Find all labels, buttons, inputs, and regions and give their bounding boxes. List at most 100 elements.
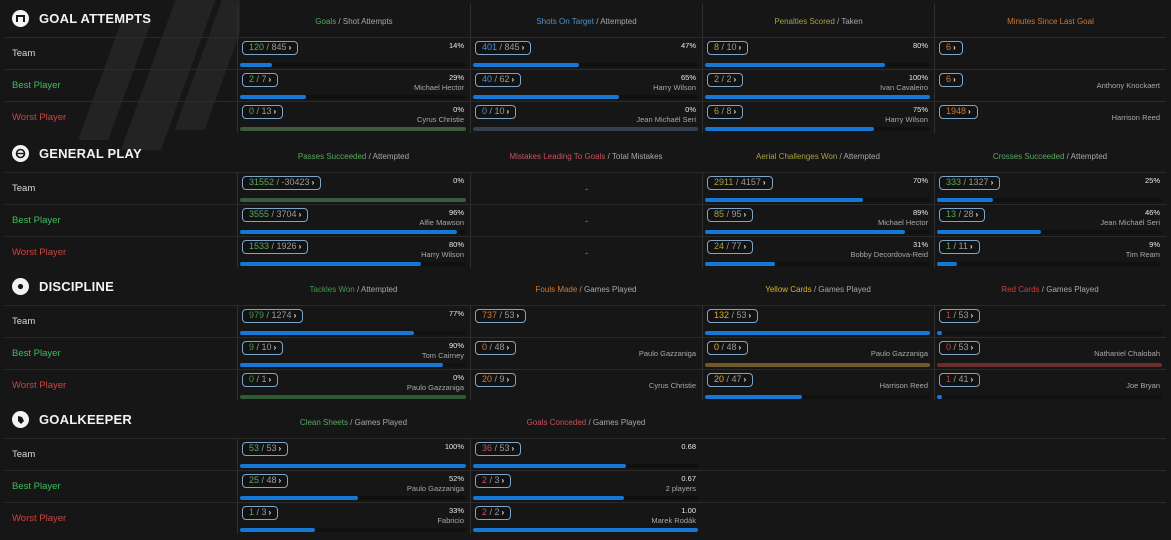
player-name[interactable]: Tim Ream bbox=[1125, 250, 1160, 259]
player-name[interactable]: Paulo Gazzaniga bbox=[406, 383, 464, 392]
table-row-best: Best Player 2 / 7 › 29% Michael Hector 40 / 6… bbox=[5, 69, 1166, 101]
player-name[interactable]: Harry Wilson bbox=[885, 115, 928, 124]
player-name[interactable]: Harrison Reed bbox=[879, 381, 928, 390]
stat-cell: 9 / 10 › 90% Tom Cairney bbox=[237, 338, 470, 369]
stat-value-button[interactable]: 1 / 11 › bbox=[939, 240, 980, 254]
progress-track bbox=[473, 95, 698, 99]
player-name[interactable]: Michael Hector bbox=[413, 83, 464, 92]
progress-fill bbox=[240, 95, 306, 99]
player-name[interactable]: Marek Rodák bbox=[651, 516, 696, 525]
player-name[interactable]: Fabricio bbox=[437, 516, 464, 525]
player-name[interactable]: Bobby Decordova-Reid bbox=[850, 250, 928, 259]
column-header-metric: Minutes Since Last Goal bbox=[1007, 16, 1094, 26]
stat-value-button[interactable]: 1 / 3 › bbox=[242, 506, 279, 520]
column-header: Minutes Since Last Goal bbox=[934, 4, 1166, 38]
stat-value-button[interactable]: 132 / 53 › bbox=[707, 309, 759, 323]
chevron-right-icon: › bbox=[743, 210, 747, 219]
stat-value-button[interactable]: 53 / 53 › bbox=[242, 442, 289, 456]
stat-value-button[interactable]: 0 / 1 › bbox=[242, 373, 279, 387]
stat-value-button[interactable]: 1 / 53 › bbox=[939, 309, 981, 323]
chevron-right-icon: › bbox=[268, 375, 272, 384]
stat-value-button[interactable]: 1948 › bbox=[939, 105, 978, 119]
player-name[interactable]: Paulo Gazzaniga bbox=[406, 484, 464, 493]
stat-value-button[interactable]: 8 / 10 › bbox=[707, 41, 749, 55]
chevron-right-icon: › bbox=[278, 444, 282, 453]
stat-value-button[interactable]: 0 / 53 › bbox=[939, 341, 981, 355]
player-name[interactable]: Nathaniel Chalobah bbox=[1094, 349, 1160, 358]
section-title-text: GOALKEEPER bbox=[39, 412, 133, 427]
stat-cell: 1948 › Harrison Reed bbox=[934, 102, 1166, 133]
stat-value-button[interactable]: 979 / 1274 › bbox=[242, 309, 304, 323]
progress-fill bbox=[473, 95, 620, 99]
player-name[interactable]: Harrison Reed bbox=[1111, 113, 1160, 122]
stat-numerator: 1948 bbox=[946, 106, 967, 116]
stat-numerator: 85 bbox=[714, 209, 725, 219]
player-name[interactable]: Paulo Gazzaniga bbox=[638, 349, 696, 358]
stat-value-button[interactable]: 737 / 53 › bbox=[475, 309, 527, 323]
stat-value-button[interactable]: 40 / 62 › bbox=[475, 73, 522, 87]
stat-value-button[interactable]: 333 / 1327 › bbox=[939, 176, 1001, 190]
player-name[interactable]: Harry Wilson bbox=[421, 250, 464, 259]
chevron-right-icon: › bbox=[273, 107, 277, 116]
stat-denominator: / -30423 bbox=[274, 177, 310, 187]
stat-value-button[interactable]: 2 / 2 › bbox=[475, 506, 512, 520]
stat-value-button[interactable]: 0 / 48 › bbox=[475, 341, 517, 355]
player-name[interactable]: Anthony Knockaert bbox=[1096, 81, 1160, 90]
stat-value-button[interactable]: 0 / 10 › bbox=[475, 105, 517, 119]
player-name[interactable]: Harry Wilson bbox=[653, 83, 696, 92]
stat-value-button[interactable]: 0 / 13 › bbox=[242, 105, 284, 119]
stat-value-button[interactable]: 25 / 48 › bbox=[242, 474, 289, 488]
stat-value-button[interactable]: 0 / 48 › bbox=[707, 341, 749, 355]
player-name[interactable]: Alfie Mawson bbox=[419, 218, 464, 227]
player-name[interactable]: Tom Cairney bbox=[421, 351, 464, 360]
stat-value-button[interactable]: 401 / 845 › bbox=[475, 41, 532, 55]
stat-value-button[interactable]: 2911 / 4157 › bbox=[707, 176, 773, 190]
chevron-right-icon: › bbox=[762, 178, 766, 187]
player-name[interactable]: Cyrus Christie bbox=[416, 115, 464, 124]
stat-value-button[interactable]: 1533 / 1926 › bbox=[242, 240, 309, 254]
player-name[interactable]: Jean Michaël Seri bbox=[1100, 218, 1160, 227]
chevron-right-icon: › bbox=[990, 178, 994, 187]
stat-numerator: 9 bbox=[249, 342, 255, 352]
player-name[interactable]: Michael Hector bbox=[877, 218, 928, 227]
stat-value-button[interactable]: 1 / 41 › bbox=[939, 373, 981, 387]
stat-value-button[interactable]: 36 / 53 › bbox=[475, 442, 522, 456]
progress-fill bbox=[705, 262, 775, 266]
stat-percentage: 0% bbox=[685, 105, 696, 114]
player-name[interactable]: Ivan Cavaleiro bbox=[880, 83, 928, 92]
stat-value-button[interactable]: 2 / 2 › bbox=[707, 73, 744, 87]
stat-value-button[interactable]: 13 / 28 › bbox=[939, 208, 986, 222]
stat-value-button[interactable]: 2 / 7 › bbox=[242, 73, 279, 87]
stat-value-button[interactable]: 24 / 77 › bbox=[707, 240, 754, 254]
stat-value-button[interactable]: 85 / 95 › bbox=[707, 208, 754, 222]
column-header: Aerial Challenges Won / Attempted bbox=[702, 139, 934, 173]
stat-value-button[interactable]: 6 / 8 › bbox=[707, 105, 744, 119]
table-row-team: Team 53 / 53 › 100% 36 / 53 › 0.68 bbox=[5, 438, 1166, 470]
stat-cell: 40 / 62 › 65% Harry Wilson bbox=[470, 70, 702, 101]
chevron-right-icon: › bbox=[975, 210, 979, 219]
chevron-right-icon: › bbox=[733, 75, 737, 84]
stat-value-button[interactable]: 6 › bbox=[939, 41, 963, 55]
player-name[interactable]: 2 players bbox=[665, 484, 696, 493]
chevron-right-icon: › bbox=[968, 107, 971, 116]
chevron-right-icon: › bbox=[268, 508, 272, 517]
player-name[interactable]: Cyrus Christie bbox=[648, 381, 696, 390]
stat-value-button[interactable]: 9 / 10 › bbox=[242, 341, 284, 355]
column-header-denominator: / Shot Attempts bbox=[336, 16, 393, 26]
stat-numerator: 2911 bbox=[714, 177, 734, 187]
stat-value-button[interactable]: 20 / 47 › bbox=[707, 373, 754, 387]
player-name[interactable]: Paulo Gazzaniga bbox=[870, 349, 928, 358]
stat-value-button[interactable]: 6 › bbox=[939, 73, 963, 87]
stat-numerator: 1 bbox=[249, 507, 255, 517]
stat-cell: 13 / 28 › 46% Jean Michaël Seri bbox=[934, 205, 1166, 236]
stat-value-button[interactable]: 20 / 9 › bbox=[475, 373, 517, 387]
progress-fill bbox=[473, 528, 698, 532]
progress-fill bbox=[473, 496, 624, 500]
stat-value-button[interactable]: 31552 / -30423 › bbox=[242, 176, 322, 190]
player-name[interactable]: Joe Bryan bbox=[1126, 381, 1160, 390]
player-name[interactable]: Jean Michaël Seri bbox=[636, 115, 696, 124]
stat-value-button[interactable]: 2 / 3 › bbox=[475, 474, 512, 488]
stat-value-button[interactable]: 120 / 845 › bbox=[242, 41, 299, 55]
stat-cell: - bbox=[470, 173, 702, 204]
stat-value-button[interactable]: 3555 / 3704 › bbox=[242, 208, 309, 222]
